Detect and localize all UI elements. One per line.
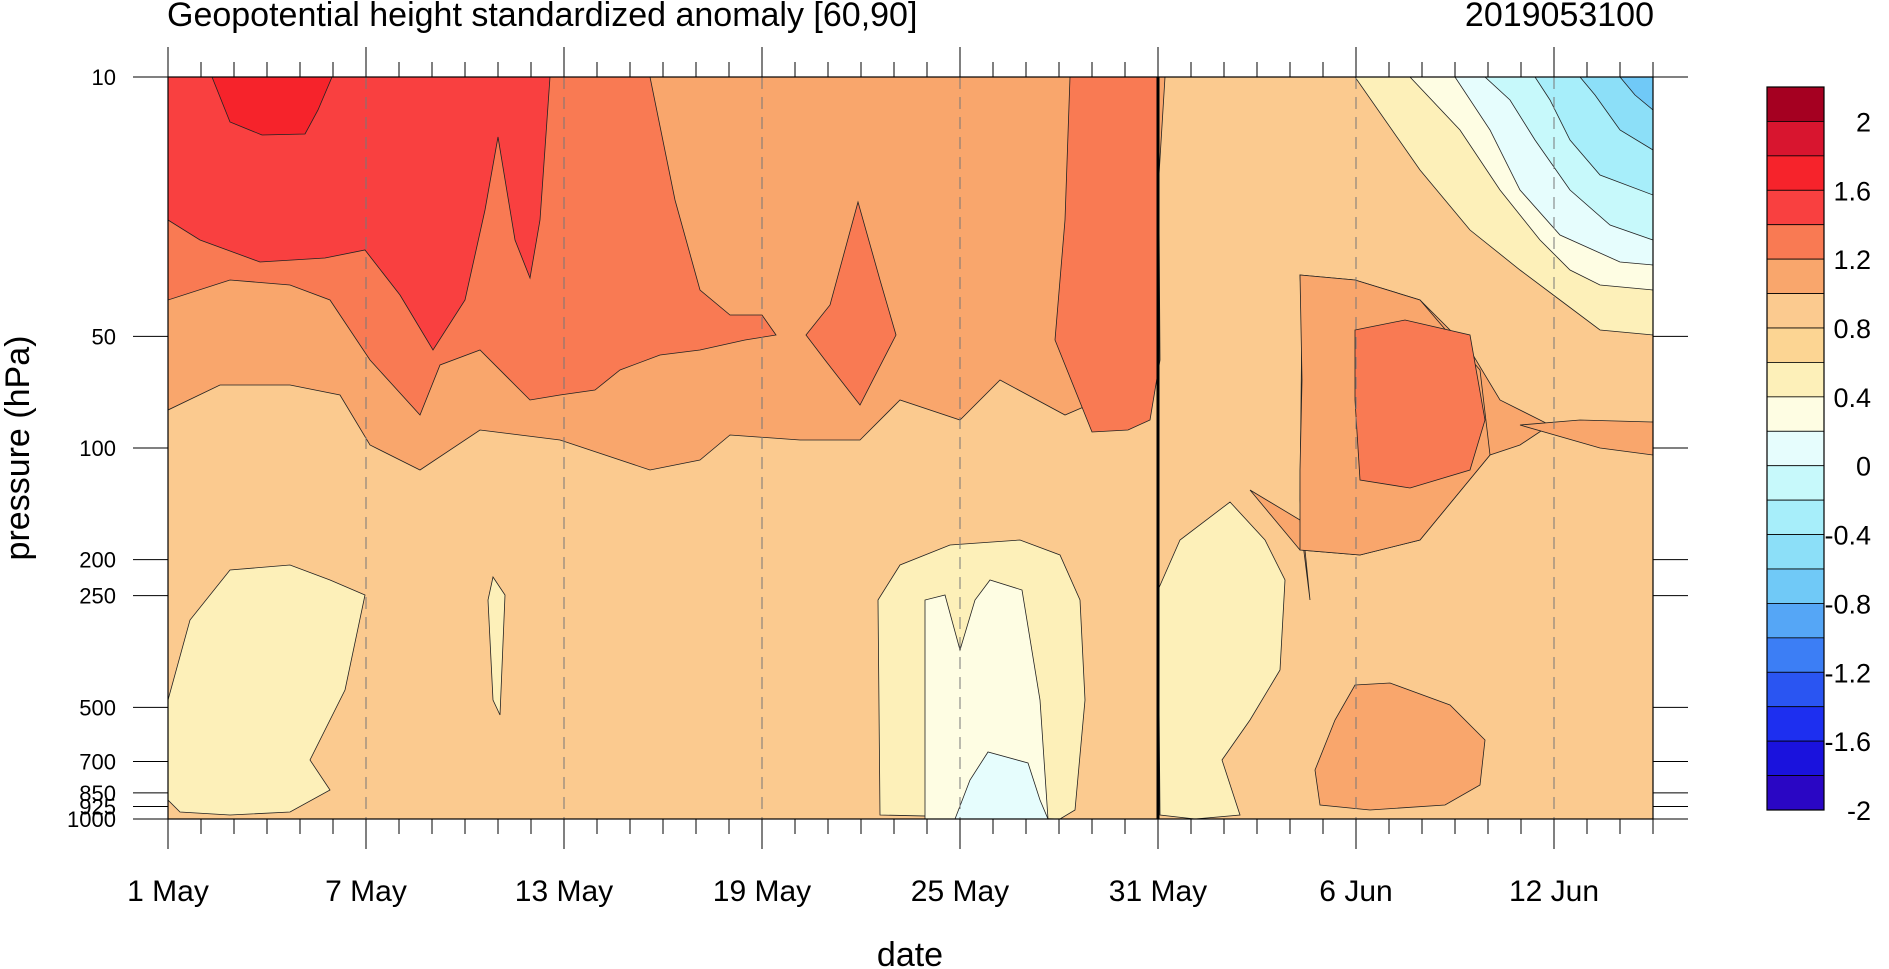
y-tick-label: 100 (79, 436, 116, 461)
colorbar-label: 0 (1856, 452, 1871, 482)
colorbar-swatch (1766, 224, 1825, 260)
axes: 1 May 7 May 13 May 19 May 25 May 31 May 6 Jun 1… (67, 47, 1688, 908)
colorbar-swatch (1766, 568, 1825, 604)
contour-region (805, 200, 897, 406)
colorbar-swatch (1766, 293, 1825, 329)
contour-region (1314, 682, 1486, 811)
colorbar-label: -1.2 (1824, 658, 1871, 688)
contour-region (1519, 419, 1653, 456)
colorbar-swatch (1766, 671, 1825, 708)
colorbar-label: -0.8 (1824, 589, 1871, 619)
colorbar-swatch (1766, 189, 1825, 226)
colorbar-swatch (1766, 534, 1825, 570)
colorbar-swatch (1766, 121, 1825, 157)
x-tick-label: 31 May (1109, 875, 1207, 908)
x-tick-label: 19 May (713, 875, 811, 908)
chart-date-stamp: 2019053100 (1464, 0, 1654, 34)
colorbar-swatch (1766, 637, 1825, 673)
y-tick-label: 200 (79, 548, 116, 573)
colorbar-label: 0.8 (1833, 314, 1871, 344)
x-axis-label: date (877, 936, 943, 969)
x-tick-label: 1 May (127, 875, 209, 908)
x-tick-label: 6 Jun (1319, 875, 1392, 908)
colorbar-swatch (1766, 258, 1825, 294)
y-tick-label: 250 (79, 584, 116, 609)
x-tick-label: 13 May (515, 875, 613, 908)
colorbar-swatch (1766, 362, 1825, 398)
colorbar-label: 2 (1856, 107, 1871, 137)
x-tick-label: 7 May (325, 875, 407, 908)
contour-field (168, 77, 1653, 819)
y-tick-label: 500 (79, 695, 116, 720)
colorbar-swatch (1766, 430, 1825, 467)
contour-region (211, 77, 333, 136)
x-tick-label: 25 May (911, 875, 1009, 908)
contour-region (1354, 319, 1486, 489)
contour-region (1157, 501, 1286, 819)
colorbar-label: -1.6 (1824, 727, 1871, 757)
colorbar-label: 1.6 (1833, 176, 1871, 206)
colorbar-frame (1766, 86, 1825, 811)
colorbar-swatch (1766, 86, 1825, 122)
colorbar-label: 1.2 (1833, 245, 1871, 275)
colorbar-swatch (1766, 775, 1825, 811)
y-tick-label: 925 (79, 794, 116, 819)
contour-region (168, 77, 551, 351)
contour-region (1054, 77, 1161, 433)
chart-title: Geopotential height standardized anomaly… (167, 0, 918, 34)
x-tick-label: 12 Jun (1509, 875, 1599, 908)
colorbar-swatch (1766, 740, 1825, 776)
contour-region (924, 579, 1049, 819)
y-tick-label: 700 (79, 750, 116, 775)
colorbar-swatch (1766, 706, 1825, 742)
y-tick-label: 50 (92, 324, 116, 349)
colorbar-swatch (1766, 327, 1825, 363)
colorbar-swatch (1766, 396, 1825, 432)
contour-region (954, 751, 1049, 819)
y-axis-label: pressure (hPa) (0, 336, 37, 561)
y-tick-label: 10 (92, 65, 116, 90)
y-tick-label: 850 (79, 781, 116, 806)
colorbar: 2 1.6 1.2 0.8 0.4 0 -0.4 -0.8 -1.2 -1.6 -2 (1766, 86, 1871, 826)
contour-region (168, 564, 366, 816)
contour-region (487, 575, 506, 716)
colorbar-label: -0.4 (1824, 521, 1871, 551)
colorbar-swatch (1766, 155, 1825, 191)
colorbar-swatch (1766, 603, 1825, 639)
y-tick-label: 1000 (67, 807, 116, 832)
colorbar-label: 0.4 (1833, 383, 1871, 413)
colorbar-swatch (1766, 499, 1825, 535)
colorbar-swatch (1766, 465, 1825, 501)
contour-region (1619, 77, 1653, 111)
colorbar-label: -2 (1847, 796, 1871, 826)
